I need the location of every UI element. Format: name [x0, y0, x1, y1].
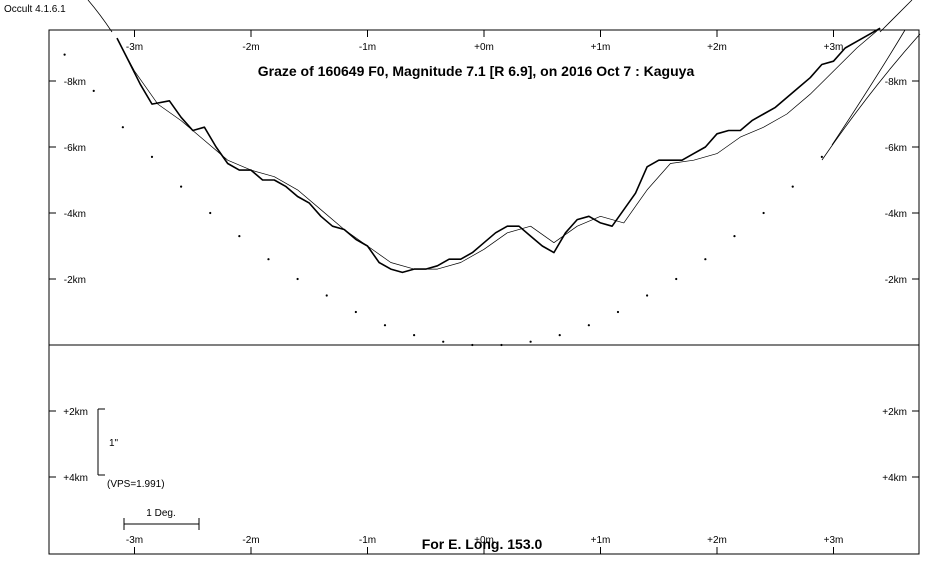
- axis-ticks: -3m -3m -2m -2m -1m -1m +0m +0m +1m +1m +2m +2m +3m +…: [49, 30, 919, 554]
- lower-y-tick-label-left: +4km: [63, 473, 88, 484]
- x-tick-label-top: +3m: [824, 42, 844, 53]
- north-limb-curve: [87, 0, 113, 33]
- degree-label: 1 Deg.: [146, 508, 175, 519]
- fresnel-dot: [63, 53, 66, 56]
- x-tick-label-bottom: +0m: [474, 535, 494, 546]
- x-tick-label-top: -1m: [359, 42, 376, 53]
- fresnel-dot: [471, 343, 474, 347]
- lower-y-tick-label-right: +4km: [882, 473, 907, 484]
- smoothed-profile-line: [116, 27, 881, 270]
- fresnel-dot: [442, 340, 445, 343]
- x-tick-label-bottom: +3m: [824, 535, 844, 546]
- fresnel-dot: [296, 277, 299, 281]
- fresnel-dot: [267, 258, 270, 261]
- fresnel-dot: [558, 334, 561, 337]
- x-tick-label-top: -3m: [126, 42, 143, 53]
- x-tick-label-bottom: -2m: [242, 535, 259, 546]
- fresnel-dot: [762, 211, 765, 215]
- x-tick-label-top: +2m: [707, 42, 727, 53]
- y-tick-label-left: -4km: [64, 209, 86, 220]
- y-tick-label-right: -6km: [885, 143, 907, 154]
- fresnel-dot: [733, 235, 736, 238]
- south-limb-curve: [879, 0, 913, 33]
- limb-profile-line: [116, 27, 881, 274]
- fresnel-dot: [587, 324, 590, 327]
- x-tick-label-top: +1m: [591, 42, 611, 53]
- x-tick-label-bottom: +2m: [707, 535, 727, 546]
- fresnel-dot: [675, 277, 678, 281]
- fresnel-dot: [413, 334, 416, 337]
- fresnel-dot: [354, 310, 357, 314]
- fresnel-dot: [92, 89, 95, 92]
- lower-y-tick-label-right: +2km: [882, 407, 907, 418]
- fresnel-dot: [121, 126, 124, 129]
- y-tick-label-left: -2km: [64, 275, 86, 286]
- fresnel-dot: [529, 340, 532, 343]
- y-tick-label-right: -4km: [885, 209, 907, 220]
- x-tick-label-bottom: -1m: [359, 535, 376, 546]
- plot-frame: [48, 29, 920, 555]
- horizontal-scale-bar: [123, 518, 200, 530]
- x-tick-label-top: -2m: [242, 42, 259, 53]
- x-tick-label-bottom: -3m: [126, 535, 143, 546]
- fresnel-dot: [500, 343, 503, 347]
- fresnel-dot: [820, 155, 823, 158]
- fresnel-dot: [616, 310, 620, 314]
- app-version: Occult 4.1.6.1: [4, 4, 66, 15]
- vertical-scale-bar: [97, 408, 105, 476]
- y-tick-label-right: -8km: [885, 77, 907, 88]
- vps-label: (VPS=1.991): [107, 479, 165, 490]
- fresnel-dot: [704, 258, 707, 261]
- limit-curve-2: [821, 33, 921, 161]
- fresnel-dot: [325, 294, 328, 297]
- fresnel-dot: [383, 324, 387, 327]
- fresnel-dot: [791, 185, 794, 188]
- y-tick-label-right: -2km: [885, 275, 907, 286]
- x-tick-label-top: +0m: [474, 42, 494, 53]
- x-tick-label-bottom: +1m: [591, 535, 611, 546]
- limit-curve-1: [831, 29, 906, 146]
- lower-y-tick-label-left: +2km: [63, 407, 88, 418]
- y-tick-label-left: -8km: [64, 77, 86, 88]
- fresnel-dot: [180, 185, 183, 188]
- arcsec-label: 1": [109, 438, 119, 449]
- chart-title: Graze of 160649 F0, Magnitude 7.1 [R 6.9…: [258, 63, 695, 79]
- fresnel-dot: [646, 294, 649, 297]
- footer-longitude: For E. Long. 153.0: [422, 536, 543, 552]
- fresnel-dot: [150, 155, 154, 158]
- series-layer: [63, 27, 881, 347]
- fresnel-dot: [209, 211, 212, 215]
- fresnel-dot: [238, 235, 241, 238]
- y-tick-label-left: -6km: [64, 143, 86, 154]
